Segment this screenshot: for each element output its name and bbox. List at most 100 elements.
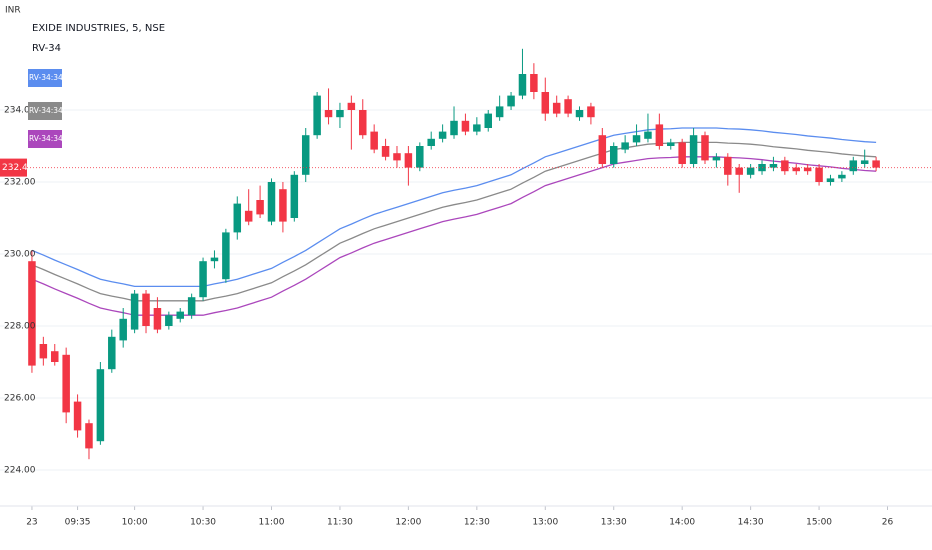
x-tick-label: 14:00	[669, 518, 695, 528]
candle-body	[781, 160, 789, 172]
legend-label: RV-34:34L	[29, 134, 68, 143]
candle-body	[735, 167, 743, 175]
y-tick-label: 234.00	[4, 106, 36, 116]
candle-body	[598, 135, 607, 164]
indicator-line	[31, 156, 877, 316]
candle-body	[393, 153, 401, 161]
x-tick-label: 13:30	[601, 518, 627, 528]
indicator-line	[31, 141, 877, 302]
candle-body	[815, 167, 823, 182]
candle-body	[541, 92, 550, 114]
x-tick-label: 14:30	[738, 518, 764, 528]
y-tick-label: 228.00	[4, 322, 36, 332]
candle-body	[28, 261, 36, 366]
currency: INR	[5, 6, 21, 16]
candle-body	[359, 110, 367, 136]
candle-body	[587, 106, 595, 118]
candle-body	[826, 178, 835, 182]
candle-body	[746, 167, 755, 175]
x-tick-label: 10:30	[190, 518, 216, 528]
candle-body	[381, 146, 390, 157]
candle-body	[244, 210, 253, 222]
candle-body	[644, 131, 652, 139]
candle-body	[301, 135, 310, 175]
candle-body	[803, 167, 812, 172]
candle-body	[530, 74, 538, 92]
candle-body	[849, 160, 858, 172]
candle-body	[62, 354, 70, 413]
candle-body	[267, 182, 276, 222]
candle-body	[427, 138, 435, 146]
x-tick-label: 12:00	[395, 518, 421, 528]
candle-body	[621, 142, 629, 150]
candle-body	[130, 293, 139, 330]
candle-body	[176, 311, 184, 319]
candle-body	[667, 142, 675, 146]
candle-body	[187, 297, 196, 316]
legend-box	[28, 102, 62, 120]
candle-body	[564, 99, 572, 114]
last-price-label: 232.40	[2, 163, 34, 173]
x-tick-label: 13:00	[532, 518, 558, 528]
x-tick-label: 26	[882, 518, 894, 528]
x-tick-label: 11:00	[259, 518, 285, 528]
candle-body	[416, 146, 424, 168]
candle-body	[119, 318, 127, 341]
candle-body	[678, 142, 686, 164]
candle-body	[724, 156, 732, 175]
legend-label: RV-34:34H	[29, 73, 68, 82]
candle-body	[518, 74, 527, 96]
candle-body	[792, 167, 800, 172]
candle-body	[51, 351, 59, 362]
candle-body	[655, 124, 664, 146]
candle-body	[73, 401, 82, 431]
candle-body	[473, 124, 481, 132]
x-tick-label: 23	[26, 518, 37, 528]
candle-body	[165, 315, 173, 326]
y-tick-label: 230.00	[4, 250, 36, 260]
candle-body	[769, 164, 778, 168]
candle-body	[336, 110, 344, 118]
x-tick-label: 12:30	[464, 518, 490, 528]
y-tick-label: 224.00	[4, 466, 36, 476]
candle-body	[461, 120, 470, 132]
x-tick-label: 11:30	[327, 518, 353, 528]
candle-body	[39, 344, 48, 359]
legend-box	[28, 130, 62, 148]
candle-body	[347, 102, 356, 110]
candle-body	[689, 135, 698, 164]
candle-body	[313, 95, 321, 136]
last-price-box	[0, 158, 27, 177]
indicator-line	[31, 127, 877, 288]
candle-body	[701, 135, 709, 161]
candle-body	[712, 156, 721, 161]
candle-body	[507, 95, 515, 107]
candle-body	[233, 203, 242, 233]
candle-body	[495, 106, 504, 118]
candle-body	[575, 110, 584, 118]
candle-body	[438, 131, 447, 139]
candle-body	[632, 135, 641, 143]
candle-body	[222, 232, 230, 280]
candle-body	[450, 120, 458, 136]
candle-body	[404, 153, 413, 168]
indicator-name: RV-34	[32, 43, 61, 54]
candle-body	[142, 293, 150, 326]
candle-body	[210, 257, 219, 262]
candle-body	[872, 160, 880, 168]
x-tick-label: 15:00	[806, 518, 832, 528]
candle-body	[153, 308, 162, 330]
candle-body	[484, 113, 492, 128]
candle-body	[552, 102, 561, 114]
candle-body	[290, 174, 299, 218]
candle-body	[85, 423, 93, 449]
candle-body	[609, 146, 618, 164]
legend-label: RV-34:34C	[29, 106, 68, 115]
x-tick-label: 09:35	[65, 518, 91, 528]
candle-body	[96, 369, 105, 442]
candle-body	[108, 336, 116, 370]
candle-body	[370, 131, 378, 150]
candle-body	[324, 110, 333, 118]
